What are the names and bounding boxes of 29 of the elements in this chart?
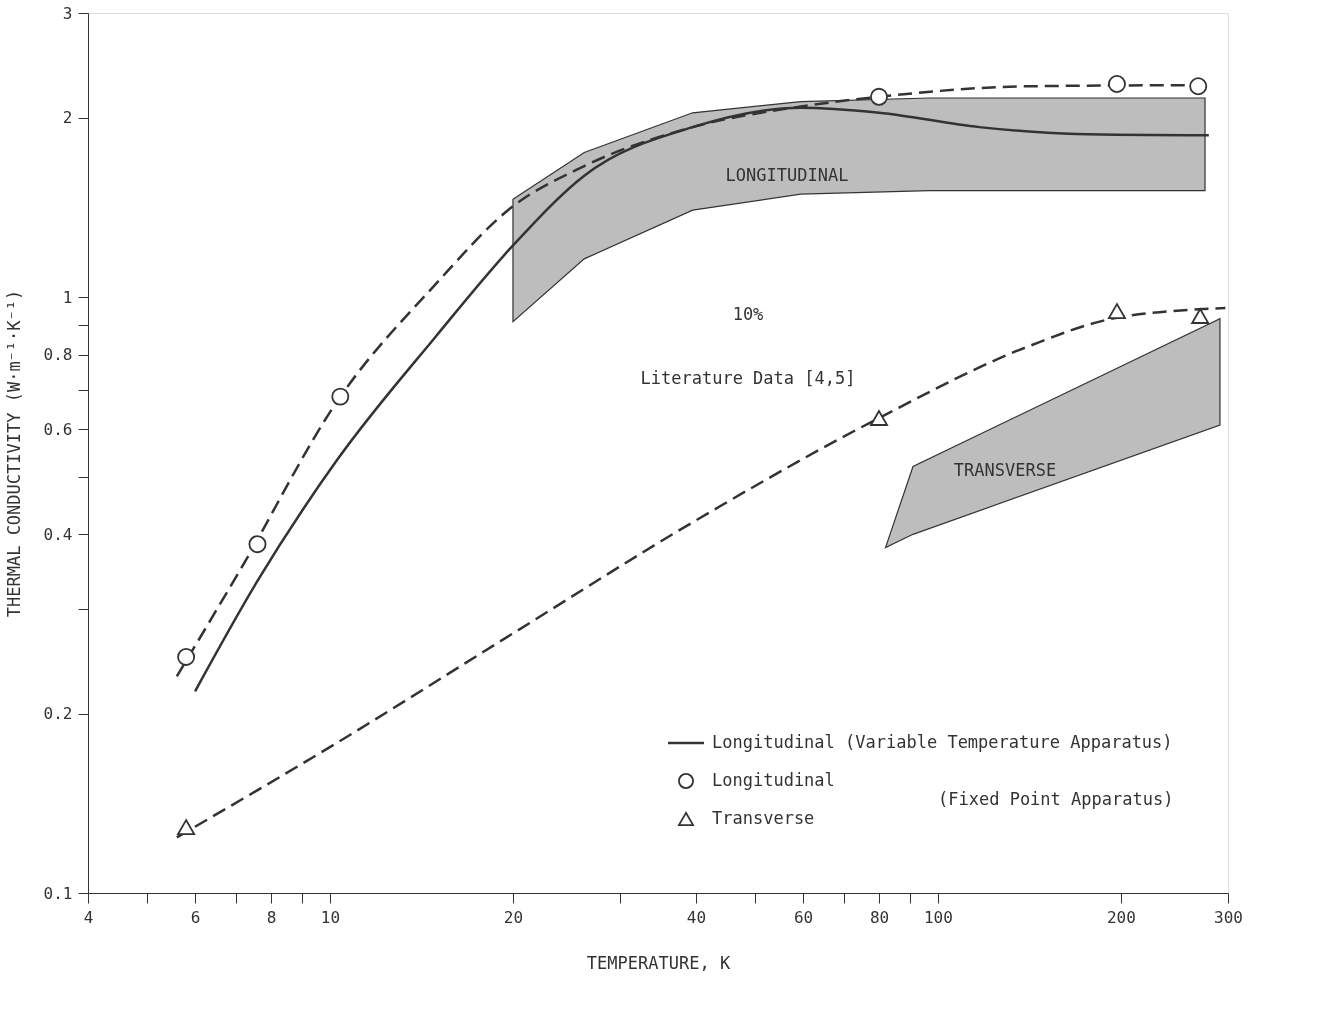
y-tick-label: 0.2 [43, 704, 73, 724]
y-tick-label: 1 [62, 287, 73, 307]
x-tick-label: 100 [923, 907, 953, 927]
x-tick-label: 40 [686, 907, 707, 927]
x-tick-label: 8 [266, 907, 277, 927]
x-tick-label: 10 [320, 907, 341, 927]
x-tick-label: 6 [190, 907, 201, 927]
x-axis-title: TEMPERATURE, K [586, 952, 731, 973]
x-tick-label: 60 [793, 907, 814, 927]
legend-label: Longitudinal (Variable Temperature Apparatus) [712, 732, 1173, 752]
annotation: LONGITUDINAL [725, 165, 849, 185]
y-tick-label: 0.8 [43, 345, 73, 365]
legend-label: Longitudinal [712, 770, 835, 790]
y-tick-label: 0.4 [43, 524, 73, 544]
annotation: (Fixed Point Apparatus) [938, 789, 1174, 809]
x-tick-label: 200 [1106, 907, 1136, 927]
legend-label: Transverse [712, 808, 815, 828]
y-tick-label: 0.1 [43, 883, 73, 903]
annotation: TRANSVERSE [953, 460, 1057, 480]
y-axis-title: THERMAL CONDUCTIVITY (W·m⁻¹·K⁻¹) [3, 289, 24, 618]
annotation: 10% [732, 304, 764, 324]
y-tick-label: 3 [62, 3, 73, 23]
annotation: Literature Data [4,5] [640, 368, 856, 388]
x-tick-label: 300 [1214, 907, 1243, 927]
x-tick-label: 4 [83, 907, 94, 927]
x-tick-label: 20 [503, 907, 524, 927]
y-tick-label: 0.6 [43, 419, 73, 439]
y-tick-label: 2 [62, 108, 73, 128]
x-tick-label: 80 [869, 907, 890, 927]
